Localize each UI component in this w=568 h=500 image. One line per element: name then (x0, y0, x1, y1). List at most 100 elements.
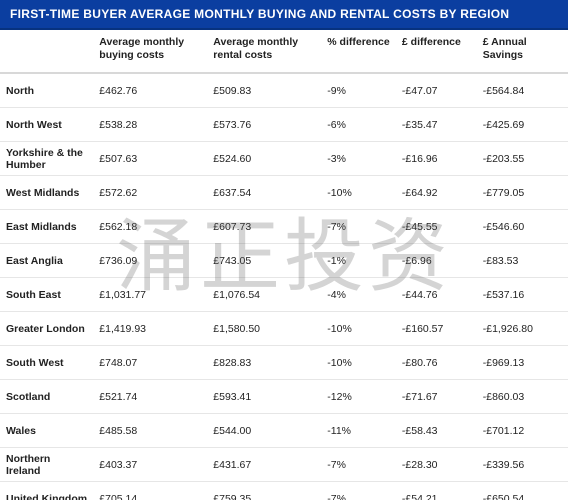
cell-region: Scotland (0, 380, 93, 414)
cell-region: Yorkshire & the Humber (0, 142, 93, 176)
cell-pct-diff: -7% (321, 210, 396, 244)
cell-buying: £521.74 (93, 380, 207, 414)
cell-region: South West (0, 346, 93, 380)
cell-region: West Midlands (0, 176, 93, 210)
cell-rental: £593.41 (207, 380, 321, 414)
cell-annual-savings: -£546.60 (477, 210, 568, 244)
cell-buying: £1,419.93 (93, 312, 207, 346)
cell-gbp-diff: -£64.92 (396, 176, 477, 210)
cell-rental: £1,076.54 (207, 278, 321, 312)
cell-annual-savings: -£537.16 (477, 278, 568, 312)
table-row: Greater London£1,419.93£1,580.50-10%-£16… (0, 312, 568, 346)
cell-rental: £828.83 (207, 346, 321, 380)
cost-table: Average monthly buying costs Average mon… (0, 30, 568, 500)
cell-region: North (0, 73, 93, 108)
cell-rental: £607.73 (207, 210, 321, 244)
table-row: Scotland£521.74£593.41-12%-£71.67-£860.0… (0, 380, 568, 414)
cell-annual-savings: -£779.05 (477, 176, 568, 210)
cell-pct-diff: -1% (321, 244, 396, 278)
cell-region: North West (0, 108, 93, 142)
cell-gbp-diff: -£35.47 (396, 108, 477, 142)
table-row: United Kingdom£705.14£759.35-7%-£54.21-£… (0, 482, 568, 500)
cell-buying: £572.62 (93, 176, 207, 210)
table-row: North West£538.28£573.76-6%-£35.47-£425.… (0, 108, 568, 142)
cell-region: South East (0, 278, 93, 312)
cell-annual-savings: -£969.13 (477, 346, 568, 380)
table-row: East Anglia£736.09£743.05-1%-£6.96-£83.5… (0, 244, 568, 278)
cell-buying: £736.09 (93, 244, 207, 278)
cell-gbp-diff: -£16.96 (396, 142, 477, 176)
col-header-region (0, 30, 93, 73)
cell-region: Northern Ireland (0, 448, 93, 482)
cell-pct-diff: -10% (321, 346, 396, 380)
cell-region: Wales (0, 414, 93, 448)
col-header-buying: Average monthly buying costs (93, 30, 207, 73)
cell-rental: £544.00 (207, 414, 321, 448)
cell-pct-diff: -10% (321, 176, 396, 210)
cell-annual-savings: -£701.12 (477, 414, 568, 448)
cell-pct-diff: -12% (321, 380, 396, 414)
cell-rental: £637.54 (207, 176, 321, 210)
cell-rental: £431.67 (207, 448, 321, 482)
cell-gbp-diff: -£54.21 (396, 482, 477, 500)
cell-annual-savings: -£203.55 (477, 142, 568, 176)
table-row: Wales£485.58£544.00-11%-£58.43-£701.12 (0, 414, 568, 448)
table-row: South West£748.07£828.83-10%-£80.76-£969… (0, 346, 568, 380)
cell-annual-savings: -£650.54 (477, 482, 568, 500)
cell-pct-diff: -6% (321, 108, 396, 142)
cell-rental: £1,580.50 (207, 312, 321, 346)
table-row: North£462.76£509.83-9%-£47.07-£564.84 (0, 73, 568, 108)
cell-buying: £705.14 (93, 482, 207, 500)
table-row: East Midlands£562.18£607.73-7%-£45.55-£5… (0, 210, 568, 244)
cell-annual-savings: -£339.56 (477, 448, 568, 482)
cell-pct-diff: -7% (321, 448, 396, 482)
cell-rental: £509.83 (207, 73, 321, 108)
cell-gbp-diff: -£6.96 (396, 244, 477, 278)
table-row: Northern Ireland£403.37£431.67-7%-£28.30… (0, 448, 568, 482)
cell-gbp-diff: -£58.43 (396, 414, 477, 448)
cell-annual-savings: -£425.69 (477, 108, 568, 142)
col-header-annual: £ Annual Savings (477, 30, 568, 73)
cell-pct-diff: -9% (321, 73, 396, 108)
cell-buying: £462.76 (93, 73, 207, 108)
header-row: Average monthly buying costs Average mon… (0, 30, 568, 73)
cell-pct-diff: -3% (321, 142, 396, 176)
cell-annual-savings: -£860.03 (477, 380, 568, 414)
col-header-gbp-diff: £ difference (396, 30, 477, 73)
cell-gbp-diff: -£44.76 (396, 278, 477, 312)
cell-region: Greater London (0, 312, 93, 346)
cell-buying: £403.37 (93, 448, 207, 482)
cell-rental: £759.35 (207, 482, 321, 500)
cell-gbp-diff: -£28.30 (396, 448, 477, 482)
col-header-pct-diff: % difference (321, 30, 396, 73)
cell-buying: £507.63 (93, 142, 207, 176)
cell-region: United Kingdom (0, 482, 93, 500)
cell-gbp-diff: -£47.07 (396, 73, 477, 108)
cell-rental: £524.60 (207, 142, 321, 176)
cell-pct-diff: -10% (321, 312, 396, 346)
table-row: Yorkshire & the Humber£507.63£524.60-3%-… (0, 142, 568, 176)
cell-annual-savings: -£564.84 (477, 73, 568, 108)
cell-pct-diff: -4% (321, 278, 396, 312)
cell-region: East Midlands (0, 210, 93, 244)
cell-buying: £1,031.77 (93, 278, 207, 312)
cell-pct-diff: -11% (321, 414, 396, 448)
cell-gbp-diff: -£160.57 (396, 312, 477, 346)
page-title: FIRST-TIME BUYER AVERAGE MONTHLY BUYING … (0, 0, 568, 30)
cell-buying: £538.28 (93, 108, 207, 142)
cell-gbp-diff: -£45.55 (396, 210, 477, 244)
cell-annual-savings: -£1,926.80 (477, 312, 568, 346)
table-row: South East£1,031.77£1,076.54-4%-£44.76-£… (0, 278, 568, 312)
col-header-rental: Average monthly rental costs (207, 30, 321, 73)
cell-buying: £748.07 (93, 346, 207, 380)
cell-gbp-diff: -£71.67 (396, 380, 477, 414)
cell-buying: £562.18 (93, 210, 207, 244)
cell-buying: £485.58 (93, 414, 207, 448)
cell-rental: £743.05 (207, 244, 321, 278)
cell-region: East Anglia (0, 244, 93, 278)
cell-annual-savings: -£83.53 (477, 244, 568, 278)
cell-pct-diff: -7% (321, 482, 396, 500)
cell-gbp-diff: -£80.76 (396, 346, 477, 380)
table-row: West Midlands£572.62£637.54-10%-£64.92-£… (0, 176, 568, 210)
cell-rental: £573.76 (207, 108, 321, 142)
